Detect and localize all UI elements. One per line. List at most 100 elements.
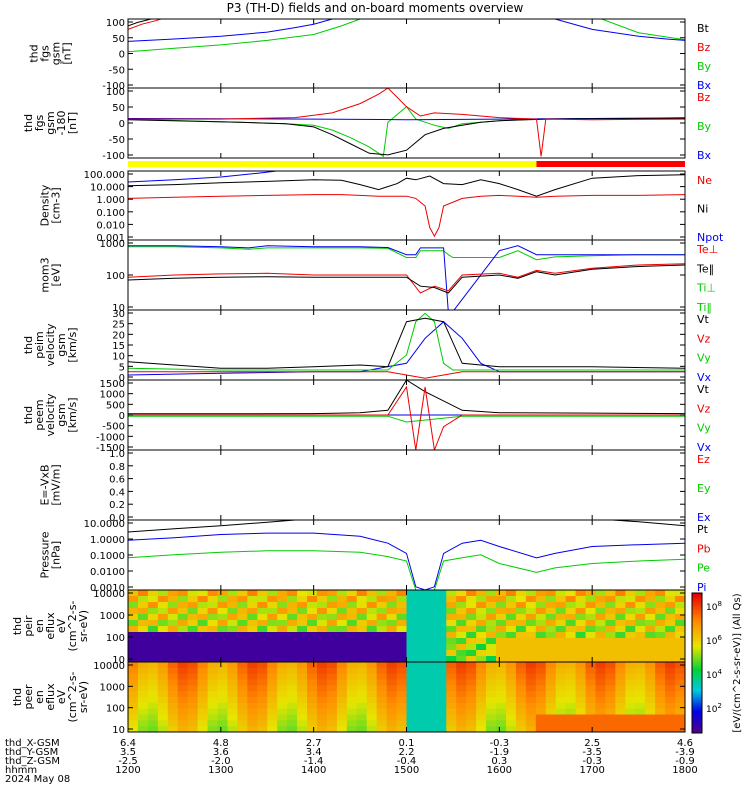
peir-cell [675,602,685,609]
peer-cell [406,714,418,721]
peer-cell [605,662,616,669]
peir-cell [247,644,258,651]
peer-cell [496,667,507,675]
peer-cell [466,662,477,669]
peer-cell [496,673,507,681]
peer-cell [137,662,149,669]
peir-cell [128,590,139,597]
peer-cell [486,697,497,704]
x-date: 2024 May 08 [5,774,70,785]
peir-cell [555,620,567,627]
peer-cell [207,673,219,681]
peer-ytick-label: 10 [112,725,125,736]
peer-cell [386,702,398,710]
peir-cell [505,608,517,615]
peer-cell [615,726,626,732]
colorbar-step [692,623,702,626]
colorbar-step [692,703,702,706]
peer-cell [207,714,219,721]
colorbar-step [692,691,702,694]
peer-cell [436,667,447,675]
peer-cell [535,679,547,686]
peer-cell [386,726,398,732]
peer-cell [635,679,646,686]
peer-cell [177,697,189,704]
peer-cell [555,667,567,675]
peir-cell [665,644,676,651]
peer-cell [446,667,457,675]
peir-cell [346,650,358,657]
colorbar-step [692,635,702,638]
panel-peim: 302520151050thdpeimvelocitygsm[km/s]VtVz… [22,309,712,384]
peer-cell [167,667,179,675]
peir-cell [257,638,268,645]
peir-cell [575,644,587,651]
colorbar-step [692,595,702,598]
pressure-ytick-label: 0.0100 [90,567,125,578]
peer-cell [157,685,169,692]
peer-cell [297,697,308,704]
peer-cell [267,720,278,727]
peir-cell [197,656,209,662]
peir-cell [555,602,567,609]
peem-series-Vz [128,385,685,450]
peir-cell [496,602,507,609]
peir-cell [187,596,199,603]
peir-cell [655,620,666,627]
peir-cell [277,614,288,621]
peer-cell [336,697,348,704]
peim-ytick-label: 30 [112,309,125,320]
colorbar-step [692,593,702,596]
peer-cell [376,673,388,681]
peer-cell [675,720,685,727]
peir-cell [436,656,447,662]
peir-cell [675,596,685,603]
peir-cell [645,638,656,645]
peer-cell [545,679,557,686]
peir-cell [287,650,298,657]
peer-cell [316,714,328,721]
x-row-value: 2.2 [399,747,415,758]
colorbar-step [692,711,702,714]
peer-cell [366,726,378,732]
peer-cell [187,685,199,692]
peir-cell [456,620,467,627]
peir-cell [645,620,656,627]
peer-cell [187,691,199,698]
peer-cell [575,720,587,727]
peir-cell [446,596,457,603]
peer-cell [635,702,646,710]
peer-cell [297,667,308,675]
peir-cell [227,608,239,615]
peer-cell [307,662,318,669]
peir-cell [396,590,408,597]
peer-cell [197,720,209,727]
peir-cell [486,656,497,662]
peir-cell [297,644,308,651]
peer-ytick-label: 1000 [100,682,125,693]
peir-cell [287,614,298,621]
peir-cell [346,620,358,627]
peer-cell [406,667,418,675]
peir-cell [137,632,149,639]
peer-cell [645,714,656,721]
peer-cell [257,673,268,681]
peim-ytick-label: 15 [112,341,125,352]
colorbar-step [692,631,702,634]
peer-ylabel-line: eflux [44,683,57,711]
peir-cell [177,656,189,662]
peer-cell [247,691,258,698]
colorbar-step [692,715,702,718]
peir-cell [605,602,616,609]
peir-cell [217,656,229,662]
peir-cell [207,590,219,597]
peer-cell [396,685,408,692]
peer-cell [207,691,219,698]
peer-cell [456,726,467,732]
peer-cell [585,691,597,698]
peir-cell [237,650,248,657]
peer-cell [297,726,308,732]
peir-cell [436,602,447,609]
peir-cell [396,596,408,603]
peer-cell [197,662,209,669]
